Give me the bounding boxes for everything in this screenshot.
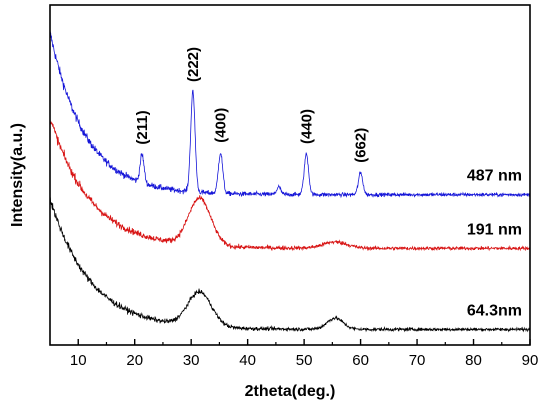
peak-label-3: (440): [298, 109, 315, 144]
series-line-0: [50, 29, 530, 199]
x-tick-label-7: 80: [465, 352, 482, 369]
y-axis-label: Intensity(a.u.): [9, 123, 26, 227]
series-label-1: 191 nm: [467, 221, 522, 238]
x-tick-label-2: 30: [183, 352, 200, 369]
plot-frame: [49, 4, 531, 346]
x-tick-label-1: 20: [126, 352, 143, 369]
x-tick-label-4: 50: [296, 352, 313, 369]
peak-label-0: (211): [134, 110, 151, 144]
x-tick-label-5: 60: [352, 352, 369, 369]
series-label-0: 487 nm: [467, 168, 522, 185]
x-tick-label-3: 40: [239, 352, 256, 369]
series-label-2: 64.3nm: [467, 302, 522, 319]
series-layer: [50, 29, 530, 333]
x-tick-label-8: 90: [522, 352, 539, 369]
series-line-2: [50, 196, 530, 333]
series-line-1: [50, 117, 530, 252]
x-tick-label-0: 10: [70, 352, 87, 369]
annotations: 487 nm 191 nm 64.3nm (211) (222) (400) (440) (6…: [134, 47, 522, 319]
peak-label-1: (222): [185, 47, 202, 82]
x-axis-label: 2theta(deg.): [245, 383, 336, 400]
peak-label-2: (400): [213, 108, 230, 143]
peak-label-4: (662): [353, 128, 370, 163]
x-axis: 10 20 30 40 50 60 70 80 90: [70, 339, 538, 369]
x-tick-label-6: 70: [409, 352, 426, 369]
